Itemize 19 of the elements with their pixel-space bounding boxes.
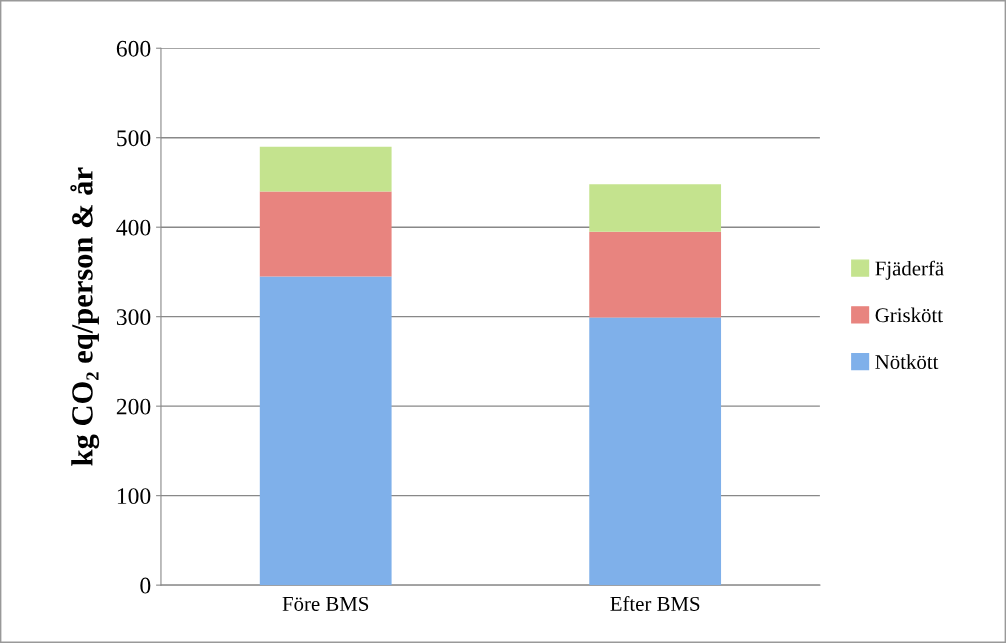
y-tick-label: 100 (117, 488, 151, 505)
y-axis-title: kg CO₂ eq/person & år (70, 167, 100, 466)
bar (589, 231, 722, 318)
bar (589, 184, 722, 232)
y-tick-label: 0 (140, 577, 151, 594)
y-tick-label: 300 (116, 309, 151, 326)
bar (589, 317, 722, 586)
bar (259, 146, 392, 192)
y-tick-label: 500 (117, 130, 151, 147)
y-tick-label: 200 (116, 398, 151, 415)
bar (259, 191, 392, 277)
x-tick-label: Efter BMS (610, 596, 700, 611)
legend-label: Fjäderfä (875, 260, 944, 280)
y-tick-label: 600 (116, 40, 151, 57)
y-tick-label: 400 (116, 219, 151, 236)
legend-label: Nötkött (875, 354, 939, 369)
bar (259, 276, 392, 586)
x-tick-label: Före BMS (282, 596, 369, 611)
legend-label: Griskött (875, 307, 943, 323)
